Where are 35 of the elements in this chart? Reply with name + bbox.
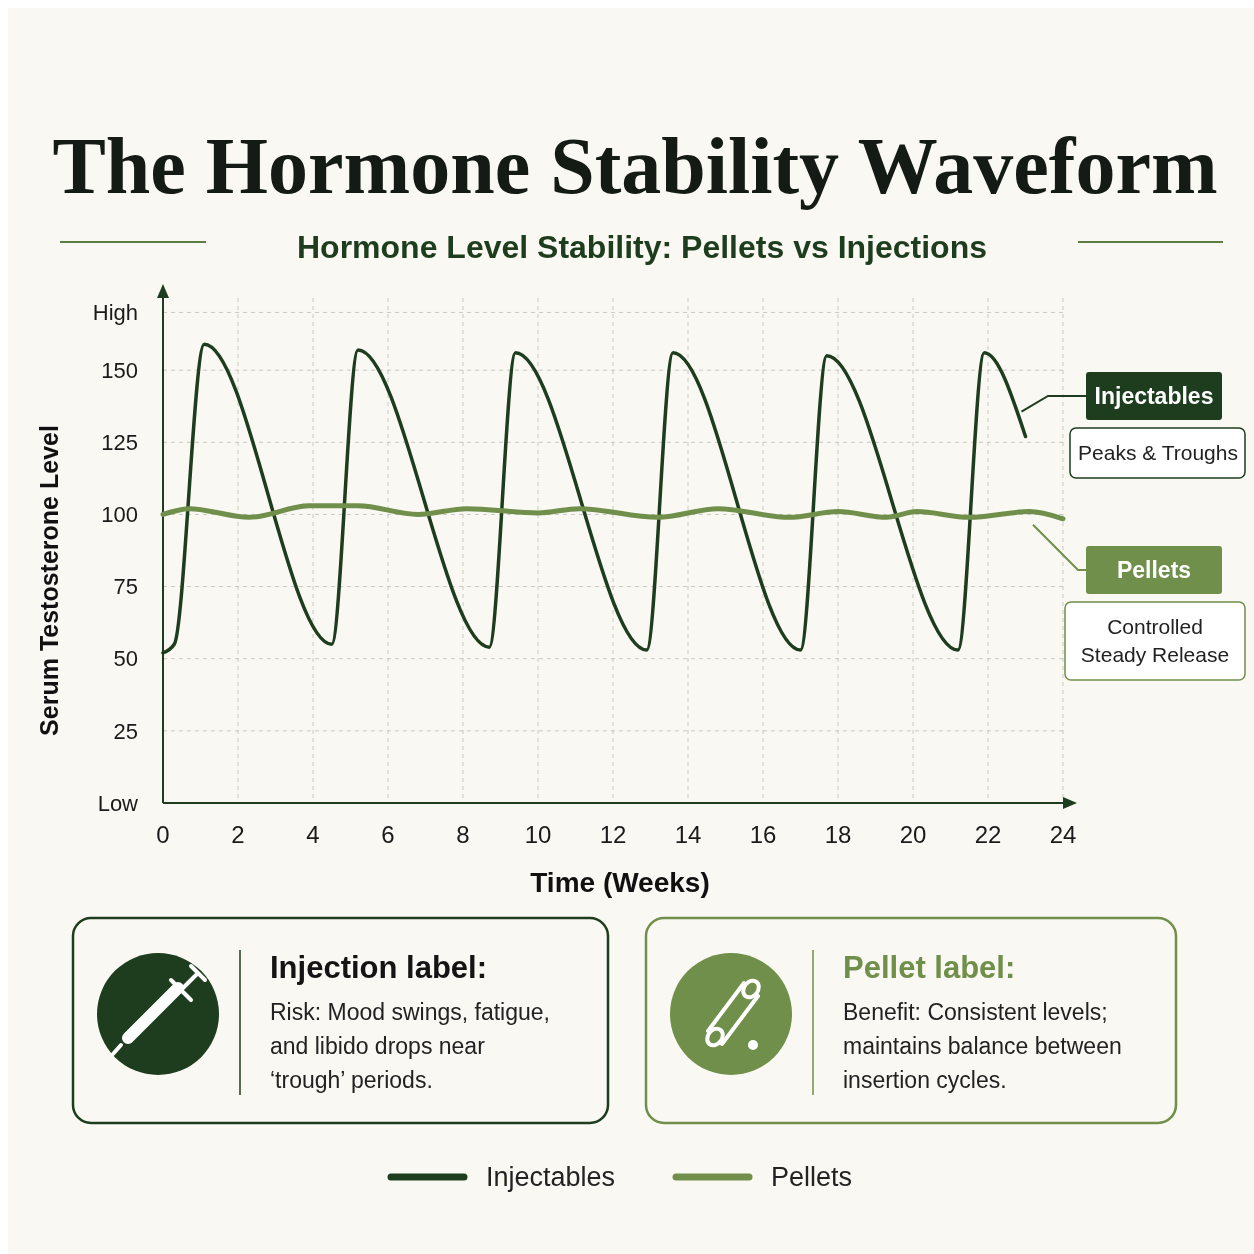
text: Benefit: Consistent levels; maintains balance between insertion cycles.: [843, 999, 1122, 1093]
y-axis-title: Serum Testosterone Level: [35, 425, 63, 736]
y-tick-label: High: [92, 300, 138, 326]
y-tick-label: 125: [101, 429, 138, 455]
y-tick-label: Low: [97, 790, 139, 816]
x-tick-label: 4: [306, 821, 320, 848]
x-tick-label: 14: [674, 821, 702, 848]
x-tick-label: 12: [599, 821, 627, 848]
text: Peaks & Troughs: [1078, 441, 1238, 465]
text: Pellets: [1116, 557, 1192, 584]
x-tick-label: 18: [824, 821, 852, 848]
y-tick-label: 100: [101, 502, 138, 528]
legend-label: Injectables: [1094, 383, 1214, 410]
chart-title: The Hormone Stability Waveform: [52, 122, 1218, 210]
x-tick-label: 22: [974, 821, 1002, 848]
x-tick-label: 6: [381, 821, 395, 848]
text: Injection label:: [270, 950, 488, 985]
x-axis-title: Time (Weeks): [530, 867, 710, 898]
x-tick-label: 24: [1049, 821, 1077, 848]
legend-label: Pellets: [771, 1162, 853, 1193]
x-tick-label: 20: [899, 821, 927, 848]
y-tick-label: 50: [113, 646, 138, 672]
chart-subtitle: Hormone Level Stability: Pellets vs Injections: [297, 229, 987, 265]
text: Controlled Steady Release: [1080, 615, 1230, 667]
x-tick-label: 16: [749, 821, 777, 848]
y-tick-label: 75: [113, 574, 138, 600]
x-tick-label: 10: [524, 821, 552, 848]
y-tick-label: 25: [113, 718, 138, 744]
text: Pellet label:: [843, 950, 1016, 985]
x-tick-label: 0: [156, 821, 170, 848]
text: Risk: Mood swings, fatigue, and libido drops near ‘trough’ periods.: [270, 999, 550, 1093]
y-tick-label: 150: [101, 357, 138, 383]
x-tick-label: 8: [456, 821, 470, 848]
text: Injectables: [486, 1162, 616, 1193]
x-tick-label: 2: [231, 821, 245, 848]
